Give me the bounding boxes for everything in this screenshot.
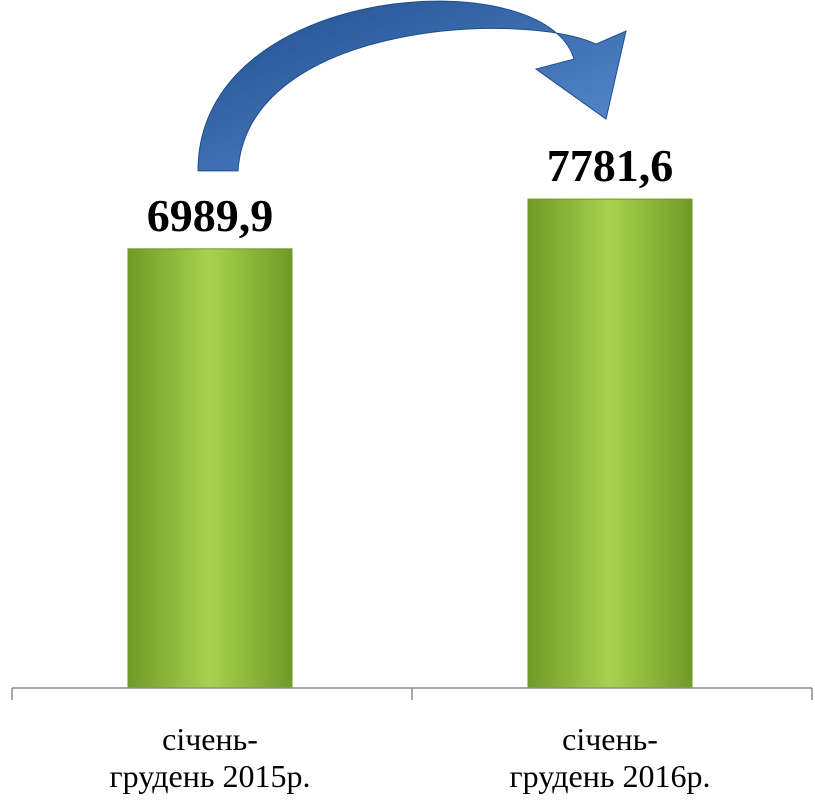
tick-label-2-line-2: грудень 2016р. xyxy=(510,758,711,794)
tick-label-2-line-1: січень- xyxy=(562,721,658,757)
bar-2 xyxy=(527,198,693,689)
x-axis xyxy=(11,687,813,700)
growth-arrow xyxy=(197,0,627,172)
data-label-2: 7781,6 xyxy=(547,140,674,191)
arrow-layer xyxy=(197,0,627,172)
labels-layer: 6989,9 січень-грудень 2015р. 7781,6 січень-… xyxy=(110,140,711,794)
bars-layer xyxy=(127,198,693,689)
data-label-1: 6989,9 xyxy=(147,190,274,241)
tick-label-1-line-2: грудень 2015р. xyxy=(110,758,311,794)
tick-label-1-line-1: січень- xyxy=(162,721,258,757)
bar-1 xyxy=(127,248,293,689)
